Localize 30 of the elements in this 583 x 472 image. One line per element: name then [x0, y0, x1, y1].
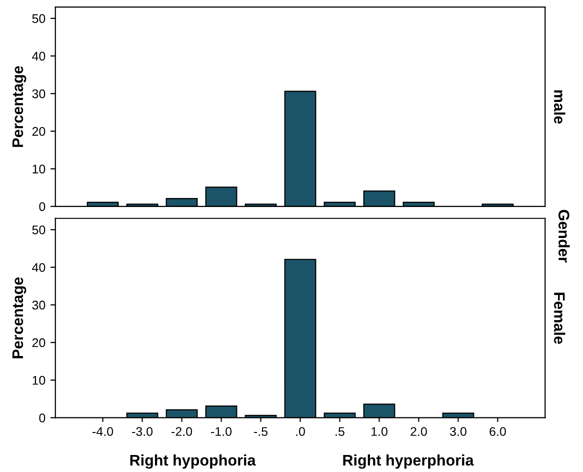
y-tick-label: 0	[39, 414, 46, 422]
x-tick-label: -2.0	[172, 427, 192, 436]
x-tick-label: 6.0	[490, 427, 506, 436]
x-tick-label: 3.0	[450, 427, 466, 436]
text: Gender	[558, 210, 570, 263]
x-tick-label: -4.0	[92, 427, 114, 436]
y-tick-label: 10	[32, 376, 46, 385]
y-axis-title: Percentage	[12, 66, 26, 147]
x-tick-label: .5	[336, 427, 344, 436]
y2-axis-title: Female	[554, 292, 566, 344]
x-tick-label: -.5	[254, 427, 268, 436]
text: Right hypophoria	[130, 454, 256, 469]
y-tick-label: 40	[32, 52, 46, 61]
x-tick-label: -1.0	[211, 427, 232, 436]
x-tick-label: 2.0	[410, 427, 427, 436]
x-tick-label: -3.0	[132, 427, 153, 436]
y-tick-label: 30	[32, 89, 46, 98]
y-axis-title: Percentage	[12, 277, 26, 358]
x-tick-label: 1.0	[372, 427, 388, 436]
x-tick-label: .0	[296, 427, 305, 436]
y-tick-label: 50	[32, 225, 46, 234]
y2-axis-title: male	[554, 90, 566, 124]
y-tick-label: 30	[32, 300, 46, 310]
y-tick-label: 40	[32, 263, 46, 272]
y-tick-label: 10	[32, 164, 46, 174]
y-tick-label: 50	[32, 14, 46, 24]
y-tick-label: 20	[32, 338, 46, 348]
y-tick-label: 0	[39, 202, 46, 212]
text: Right hyperphoria	[343, 454, 474, 469]
y-tick-label: 20	[32, 127, 46, 136]
